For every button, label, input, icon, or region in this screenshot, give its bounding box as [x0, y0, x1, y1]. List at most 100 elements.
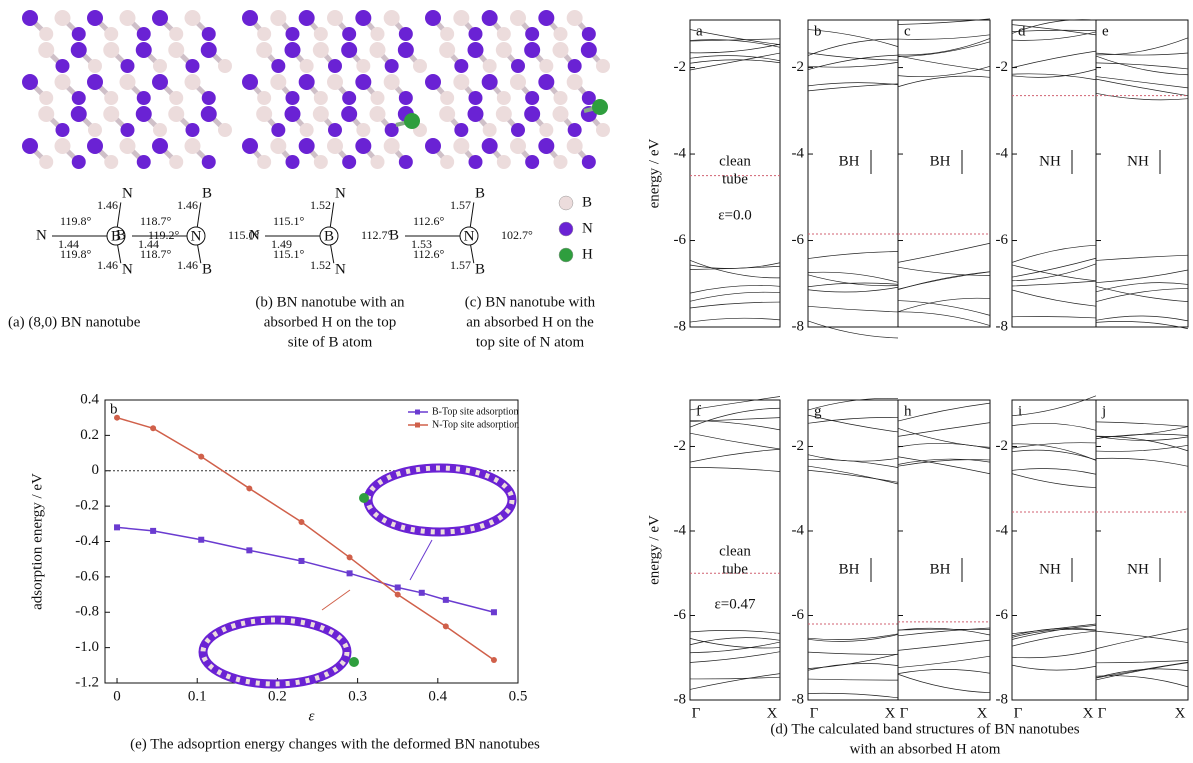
atom	[496, 42, 512, 58]
band-line	[1012, 290, 1096, 306]
atom	[497, 91, 511, 105]
atom-label: N	[122, 261, 133, 277]
band-line	[808, 679, 898, 680]
atom	[72, 27, 86, 41]
atom	[257, 155, 271, 169]
atom	[328, 123, 342, 137]
atom	[168, 42, 184, 58]
band-line	[1012, 51, 1096, 68]
atom	[314, 27, 328, 41]
atom	[286, 155, 300, 169]
y-tick-label: -4	[996, 145, 1009, 161]
x-tick-label: X	[1175, 705, 1186, 721]
bond-label: 112.6°	[413, 214, 445, 228]
band-line	[690, 677, 780, 679]
band-line	[808, 634, 898, 640]
atom	[136, 106, 152, 122]
atom	[539, 59, 553, 73]
band-line	[690, 638, 780, 648]
atom	[202, 91, 216, 105]
band-line	[898, 403, 990, 421]
atom	[55, 10, 71, 26]
band-line	[690, 652, 780, 663]
center-atom: B	[324, 228, 334, 244]
atom	[554, 91, 568, 105]
band-line	[898, 674, 990, 692]
atom	[398, 42, 414, 58]
atom	[104, 155, 118, 169]
band-line	[690, 638, 780, 645]
x-tick-label: 0.1	[188, 688, 207, 704]
atom	[88, 59, 102, 73]
inset-h	[359, 493, 369, 503]
band-line	[808, 53, 898, 60]
x-tick-label: X	[1083, 705, 1094, 721]
annotation: BH	[839, 561, 860, 577]
y-tick-label: -6	[996, 232, 1009, 248]
band-line	[898, 272, 990, 289]
atom	[299, 10, 315, 26]
y-tick-label: -0.8	[75, 604, 99, 620]
atom	[271, 123, 285, 137]
atom	[55, 138, 71, 154]
atom	[71, 42, 87, 58]
atom	[596, 59, 610, 73]
band-line	[898, 656, 990, 667]
atom	[39, 27, 53, 41]
bond-label: 115.1°	[273, 247, 305, 261]
band-line	[1012, 469, 1096, 475]
y-tick-label: -2	[996, 59, 1009, 75]
point	[491, 657, 497, 663]
band-frame	[898, 20, 990, 327]
atom	[22, 138, 38, 154]
atom	[285, 42, 301, 58]
center-atom: N	[191, 228, 202, 244]
atom	[497, 155, 511, 169]
annotation: clean	[719, 153, 751, 169]
atom	[56, 59, 70, 73]
band-line	[690, 302, 780, 308]
y-tick-label: 0	[92, 462, 100, 478]
atom	[525, 155, 539, 169]
atom	[482, 10, 498, 26]
band-line	[1096, 445, 1188, 451]
atom	[300, 123, 314, 137]
point	[198, 454, 204, 460]
y-tick-label: -4	[792, 145, 805, 161]
annotation: BH	[930, 153, 951, 169]
band-line	[898, 640, 990, 650]
atom	[121, 59, 135, 73]
band-line	[1096, 676, 1188, 687]
band-line	[690, 433, 780, 449]
band-line	[1012, 474, 1096, 488]
band-line	[1012, 316, 1096, 317]
band-line	[808, 652, 898, 654]
y-tick-label: -8	[792, 318, 805, 334]
atom	[439, 42, 455, 58]
atom	[270, 10, 286, 26]
caption: (e) The adsoprtion energy changes with t…	[130, 736, 540, 752]
band-line	[808, 455, 898, 462]
atom	[256, 42, 272, 58]
atom	[483, 59, 497, 73]
atom	[153, 59, 167, 73]
band-line	[808, 321, 898, 338]
panel-label: b	[814, 23, 822, 39]
atom	[413, 59, 427, 73]
atom	[454, 59, 468, 73]
y-tick-label: -2	[792, 59, 805, 75]
atom	[313, 42, 329, 58]
band-line	[898, 423, 990, 437]
band-line	[808, 634, 898, 641]
bond-label: 1.46	[97, 258, 118, 272]
atom	[440, 155, 454, 169]
band-line	[1096, 255, 1188, 260]
atom	[539, 123, 553, 137]
atom	[370, 106, 386, 122]
legend-atom	[559, 222, 573, 236]
atom	[152, 10, 168, 26]
y-tick-label: -6	[792, 607, 805, 623]
point	[395, 592, 401, 598]
y-tick-label: -8	[674, 691, 687, 707]
figure: B1.46N119.8°119.2°N1.44119.8°1.46NN1.46B…	[0, 0, 1193, 763]
